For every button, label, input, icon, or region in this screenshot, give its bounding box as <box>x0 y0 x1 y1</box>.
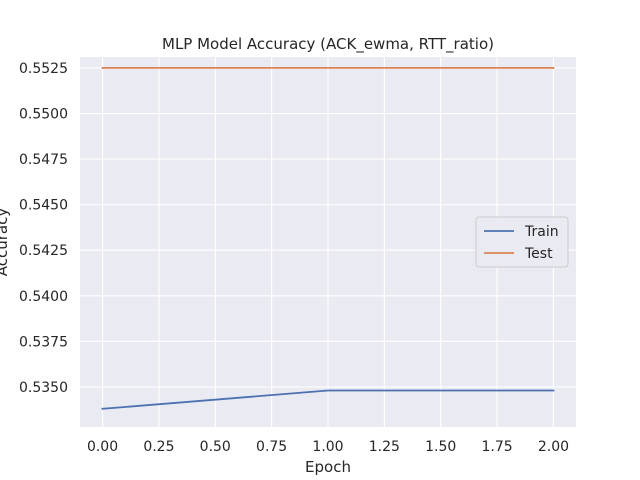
legend: Train Test <box>475 216 569 268</box>
chart-title: MLP Model Accuracy (ACK_ewma, RTT_ratio) <box>162 35 494 54</box>
x-tick-label: 0.00 <box>87 439 118 455</box>
x-tick-label: 0.75 <box>256 439 287 455</box>
series-lines <box>101 67 555 410</box>
y-tick-label: 0.5475 <box>19 152 68 168</box>
x-tick-label: 1.50 <box>425 439 456 455</box>
series-line-train <box>101 389 555 410</box>
legend-label-test: Test <box>524 246 553 262</box>
y-axis-label: Accuracy <box>0 208 11 277</box>
y-tick-label: 0.5375 <box>19 334 68 350</box>
y-tick-label: 0.5500 <box>19 107 68 123</box>
x-tick-label: 2.00 <box>538 439 569 455</box>
legend-label-train: Train <box>524 224 559 240</box>
x-axis-label: Epoch <box>305 458 351 476</box>
y-tick-label: 0.5525 <box>19 61 68 77</box>
y-tick-label: 0.5450 <box>19 198 68 214</box>
legend-box <box>475 216 569 268</box>
y-tick-label: 0.5400 <box>19 289 68 305</box>
x-tick-label: 1.75 <box>482 439 513 455</box>
x-tick-label: 1.25 <box>369 439 400 455</box>
y-tick-label: 0.5350 <box>19 380 68 396</box>
y-tick-labels: 0.5350 0.5375 0.5400 0.5425 0.5450 0.5475 0.55… <box>19 61 68 396</box>
y-tick-label: 0.5425 <box>19 243 68 259</box>
x-tick-label: 0.25 <box>143 439 174 455</box>
x-tick-label: 0.50 <box>200 439 231 455</box>
x-tick-labels: 0.00 0.25 0.50 0.75 1.00 1.25 1.50 1.75 2.00 <box>87 439 569 455</box>
x-tick-label: 1.00 <box>312 439 343 455</box>
